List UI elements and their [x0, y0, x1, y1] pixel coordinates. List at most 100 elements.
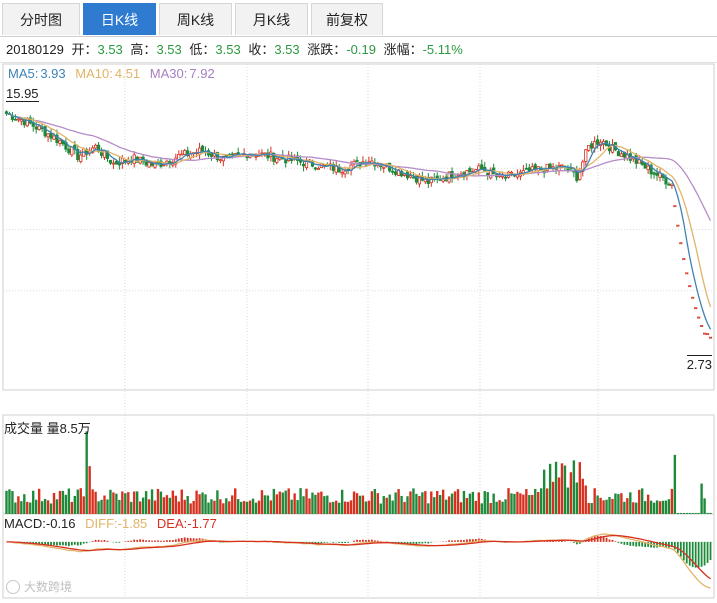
candle-body: [4, 111, 9, 114]
volume-bar: [338, 502, 341, 514]
volume-bar: [112, 492, 115, 514]
volume-bar: [471, 491, 475, 514]
volume-bar: [566, 487, 570, 514]
volume-bar: [237, 499, 240, 514]
volume-bar: [661, 500, 665, 514]
volume-bar: [290, 499, 293, 514]
volume-bar: [599, 497, 602, 514]
candle-body: [524, 167, 528, 170]
volume-bar: [275, 494, 278, 514]
volume-bar: [46, 500, 50, 514]
volume-bar: [207, 502, 210, 514]
tab-forward-adjusted[interactable]: 前复权: [311, 3, 383, 35]
volume-bar: [323, 496, 326, 514]
volume-bar: [596, 495, 599, 514]
volume-bar: [311, 492, 314, 514]
candle-body: [652, 172, 656, 175]
volume-bar: [542, 469, 546, 514]
candle-body: [584, 149, 588, 162]
candle-body: [500, 175, 505, 178]
candle-body: [391, 170, 395, 173]
volume-bar: [635, 502, 638, 514]
candle-body: [55, 134, 59, 144]
volume-bar: [58, 490, 62, 514]
volume-bar: [620, 493, 623, 514]
volume-bar: [127, 492, 130, 514]
dea-label: DEA:: [156, 516, 188, 531]
volume-bar: [281, 492, 284, 514]
volume-bar: [688, 512, 691, 514]
volume-bar: [367, 500, 371, 514]
volume-bar: [531, 494, 534, 514]
volume-bar: [254, 502, 258, 514]
volume-bar: [106, 499, 109, 514]
ma5-value: 3.93: [40, 66, 66, 81]
volume-bar: [465, 498, 469, 514]
volume-bar: [29, 502, 32, 514]
candle-body: [616, 151, 621, 157]
candle-body: [560, 164, 564, 167]
candle-body: [566, 168, 570, 171]
volume-bar: [441, 489, 445, 514]
volume-bar: [682, 512, 685, 514]
volume-bar: [302, 496, 305, 514]
tab-intraday[interactable]: 分时图: [2, 3, 80, 35]
volume-bar: [64, 494, 68, 514]
volume-bar: [593, 488, 596, 514]
open-label: 开：: [71, 42, 98, 57]
close-label: 收：: [248, 42, 275, 57]
candle-body: [548, 163, 552, 169]
candle-body: [382, 166, 386, 169]
volume-bar: [453, 491, 457, 514]
volume-bar: [162, 497, 166, 514]
candle-body: [708, 336, 713, 339]
volume-bar: [242, 501, 246, 514]
ma30-value: 7.92: [189, 66, 215, 81]
candle-body: [52, 135, 56, 140]
volume-bar: [528, 495, 531, 514]
candle-body: [646, 165, 650, 171]
candle-body: [670, 183, 674, 186]
volume-bar: [168, 497, 172, 514]
volume-bar: [11, 491, 14, 514]
volume-bar: [602, 500, 605, 514]
volume-bar: [557, 477, 561, 514]
tab-weekly-k[interactable]: 周K线: [159, 3, 232, 35]
volume-bar: [305, 488, 308, 514]
volume-bar: [459, 502, 463, 514]
volume-bar: [326, 495, 329, 514]
volume-bar: [260, 490, 264, 514]
volume-bar: [177, 501, 180, 514]
volume-bar: [346, 501, 350, 514]
volume-bar: [23, 494, 26, 514]
candle-body: [545, 163, 549, 172]
ma10-line: [6, 112, 712, 308]
volume-bar: [97, 501, 100, 514]
candle-body: [19, 119, 23, 122]
watermark: 大数跨境: [6, 578, 72, 595]
volume-bar: [641, 488, 644, 514]
candle-body: [673, 205, 677, 208]
volume-bar: [26, 501, 29, 514]
volume-bar: [43, 498, 47, 514]
candle-body: [688, 285, 692, 288]
volume-bar: [20, 501, 23, 514]
candle-body: [411, 176, 416, 179]
candle-body: [480, 164, 484, 170]
volume-bar: [5, 490, 8, 514]
tab-monthly-k[interactable]: 月K线: [235, 3, 308, 35]
candle-body: [402, 173, 407, 176]
volume-bar: [403, 501, 406, 514]
volume-bar: [492, 493, 495, 514]
tab-daily-k[interactable]: 日K线: [83, 3, 156, 35]
volume-bar: [109, 489, 112, 514]
change-value: -0.19: [346, 42, 376, 57]
volume-bar: [623, 501, 626, 514]
volume-bar: [8, 489, 11, 514]
low-label: 低：: [189, 42, 216, 57]
candle-body: [664, 177, 668, 185]
candle-body: [355, 159, 359, 162]
volume-bar: [332, 501, 335, 514]
volume-bar: [352, 491, 356, 514]
candle-body: [702, 332, 707, 335]
